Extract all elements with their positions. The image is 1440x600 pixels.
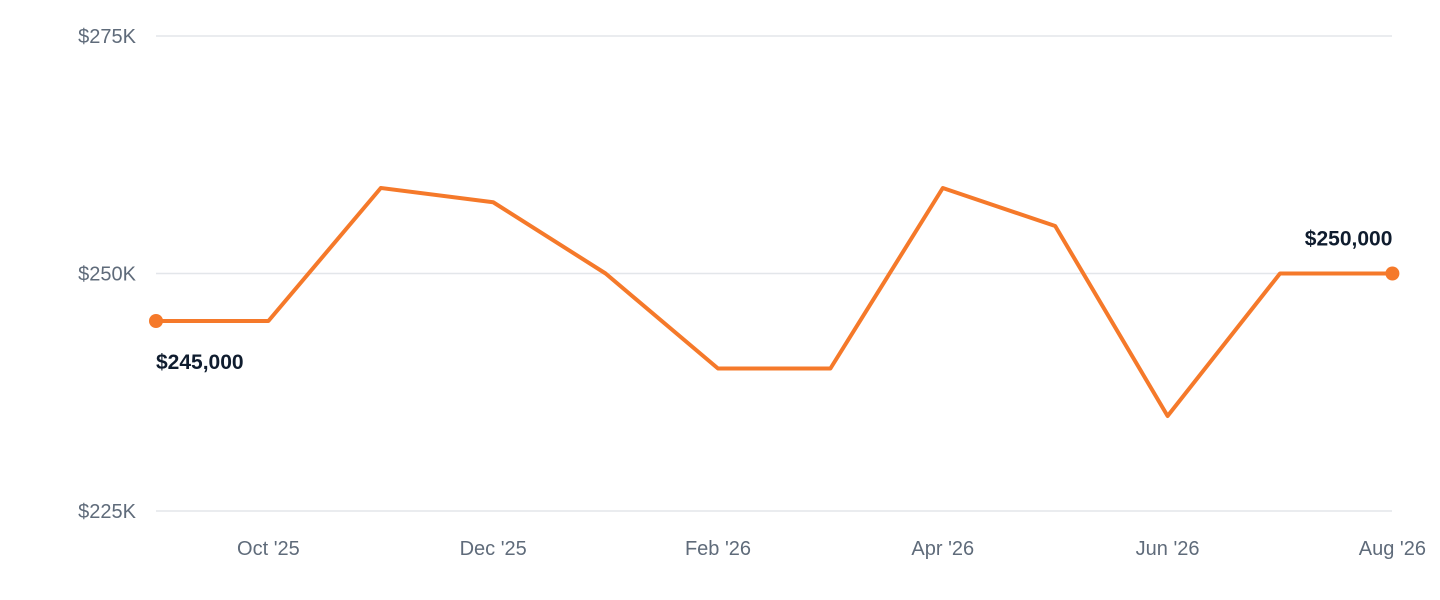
y-tick-label: $225K	[78, 501, 136, 523]
endpoint-value-label: $245,000	[156, 351, 244, 374]
x-axis: Oct '25 Dec '25 Feb '26 Apr '26 Jun '26 Aug '…	[237, 538, 1426, 560]
x-tick-label: Apr '26	[911, 538, 974, 560]
x-tick-label: Aug '26	[1359, 538, 1426, 560]
grid-layer	[156, 35, 1392, 512]
y-axis: $225K $250K $275K	[78, 26, 136, 523]
y-tick-label: $275K	[78, 26, 136, 48]
annotation-layer: $245,000 $250,000	[156, 228, 1392, 375]
series-line	[154, 186, 1395, 418]
endpoint-marker	[1385, 266, 1400, 281]
series-layer	[149, 186, 1400, 418]
endpoint-value-label: $250,000	[1305, 228, 1393, 251]
y-tick-label: $250K	[78, 264, 136, 286]
x-tick-label: Oct '25	[237, 538, 300, 560]
x-tick-label: Dec '25	[460, 538, 527, 560]
x-tick-label: Jun '26	[1136, 538, 1200, 560]
x-tick-label: Feb '26	[685, 538, 751, 560]
endpoint-marker	[149, 314, 163, 328]
